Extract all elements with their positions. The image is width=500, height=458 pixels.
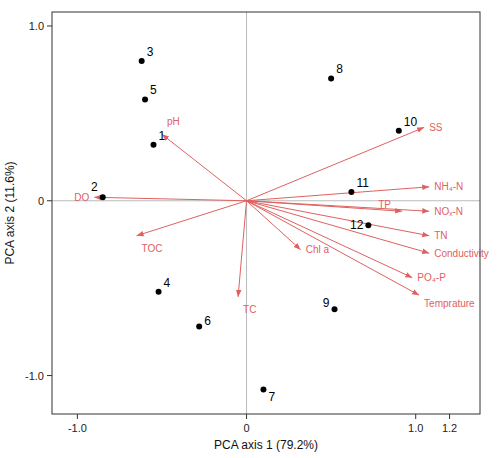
origin-line-vertical bbox=[246, 12, 247, 414]
plot-frame bbox=[52, 12, 480, 414]
site-point bbox=[260, 387, 266, 393]
x-tick-label: 1.0 bbox=[408, 422, 423, 434]
arrow-label: TOC bbox=[142, 243, 163, 254]
x-tick bbox=[77, 414, 78, 419]
vector-arrow bbox=[162, 134, 247, 200]
plot-background bbox=[52, 12, 480, 414]
arrow-label: TP bbox=[378, 199, 391, 210]
site-label: 10 bbox=[404, 115, 418, 129]
vector-arrow bbox=[247, 187, 430, 201]
site-point bbox=[142, 96, 148, 102]
x-tick bbox=[415, 414, 416, 419]
vector-arrow bbox=[247, 201, 413, 278]
site-point bbox=[151, 142, 157, 148]
arrow-label: DO bbox=[74, 192, 89, 203]
arrow-label: Temprature bbox=[424, 298, 475, 309]
vector-arrow bbox=[247, 201, 430, 236]
site-point bbox=[396, 128, 402, 134]
site-point bbox=[365, 222, 371, 228]
site-label: 11 bbox=[356, 176, 369, 190]
points bbox=[100, 58, 402, 393]
y-tick bbox=[47, 375, 52, 376]
arrow-label: TN bbox=[434, 230, 447, 241]
x-tick-label: 0 bbox=[243, 422, 249, 434]
site-point bbox=[332, 306, 338, 312]
arrow-label: NOₓ-N bbox=[434, 206, 463, 217]
site-label: 8 bbox=[336, 62, 343, 76]
site-label: 3 bbox=[147, 45, 154, 59]
site-label: 7 bbox=[268, 390, 275, 404]
arrow-label: pH bbox=[167, 116, 180, 127]
arrows bbox=[94, 127, 429, 297]
y-tick bbox=[47, 25, 52, 26]
x-tick bbox=[246, 414, 247, 419]
site-point bbox=[156, 289, 162, 295]
site-label: 2 bbox=[91, 180, 98, 194]
labels: 123456789101112pHDOTOCTCChl aSSNH₄-NTPNO… bbox=[74, 45, 488, 404]
y-tick-label: 0 bbox=[38, 195, 44, 207]
y-tick bbox=[47, 200, 52, 201]
chart-svg: -1.0 0 1.0 1.2 -1.0 0 1.0 PCA axis 1 (79.2%) PCA… bbox=[0, 0, 500, 458]
site-label: 5 bbox=[150, 83, 157, 97]
vector-arrow bbox=[247, 201, 430, 253]
origin-line-horizontal bbox=[52, 200, 480, 201]
vector-arrow bbox=[247, 201, 420, 295]
x-tick-label: -1.0 bbox=[68, 422, 87, 434]
site-label: 9 bbox=[323, 296, 330, 310]
y-tick-label: -1.0 bbox=[25, 370, 44, 382]
site-label: 4 bbox=[164, 276, 171, 290]
chart-container: -1.0 0 1.0 1.2 -1.0 0 1.0 PCA axis 1 (79.2%) PCA… bbox=[0, 0, 500, 458]
site-point bbox=[139, 58, 145, 64]
site-label: 1 bbox=[159, 129, 166, 143]
arrow-label: Conductivity bbox=[434, 248, 488, 259]
site-point bbox=[328, 75, 334, 81]
x-tick-label: 1.2 bbox=[442, 422, 457, 434]
site-point bbox=[348, 189, 354, 195]
vector-arrow bbox=[94, 197, 246, 200]
plot-area bbox=[52, 12, 480, 414]
arrow-label: Chl a bbox=[306, 244, 330, 255]
site-label: 6 bbox=[204, 314, 211, 328]
arrow-label: SS bbox=[429, 122, 443, 133]
x-axis-label: PCA axis 1 (79.2%) bbox=[214, 438, 318, 452]
x-tick bbox=[449, 414, 450, 419]
vector-arrow bbox=[247, 127, 425, 200]
arrow-label: NH₄-N bbox=[434, 181, 463, 192]
y-tick-label: 1.0 bbox=[29, 20, 44, 32]
arrow-label: TC bbox=[243, 304, 256, 315]
vector-arrow bbox=[238, 201, 246, 297]
site-label: 12 bbox=[350, 218, 364, 232]
y-axis-label: PCA axis 2 (11.6%) bbox=[3, 161, 17, 264]
site-point bbox=[100, 194, 106, 200]
site-point bbox=[196, 324, 202, 330]
arrow-label: PO₄-P bbox=[417, 272, 446, 283]
vector-arrow bbox=[137, 201, 247, 236]
